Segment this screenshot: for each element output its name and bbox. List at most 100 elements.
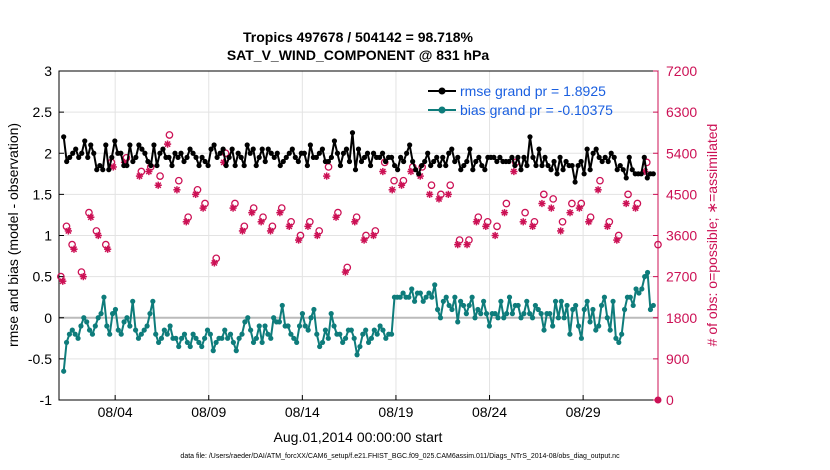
rmse-point xyxy=(548,167,554,173)
count-assimilated-marker xyxy=(397,181,406,189)
bias-point xyxy=(501,315,507,321)
rmse-point xyxy=(425,150,431,156)
rmse-point xyxy=(286,150,292,156)
count-assimilated-marker xyxy=(313,231,321,240)
rmse-point xyxy=(241,162,247,169)
bias-point xyxy=(538,311,544,317)
rmse-point xyxy=(172,150,178,156)
bias-point xyxy=(564,302,570,309)
bias-point xyxy=(144,323,150,329)
rmse-point xyxy=(533,162,539,169)
bias-point xyxy=(311,306,317,313)
rmse-point xyxy=(407,142,413,148)
bias-point xyxy=(639,286,645,292)
count-assimilated-stroke xyxy=(482,223,489,230)
bias-point xyxy=(642,274,648,280)
rmse-point xyxy=(497,154,503,160)
rmse-point xyxy=(238,154,244,160)
count-assimilated-marker xyxy=(566,209,574,217)
bias-point xyxy=(368,335,375,341)
bias-point xyxy=(604,315,610,321)
bias-point xyxy=(567,331,573,337)
bias-point xyxy=(478,311,484,317)
rmse-point xyxy=(515,154,521,160)
bias-point xyxy=(342,335,349,341)
rmse-point xyxy=(88,142,94,148)
legend: rmse grand pr = 1.8925 bias grand pr = -… xyxy=(428,83,613,118)
bias-point xyxy=(504,311,510,317)
count-assimilated-stroke xyxy=(379,168,386,175)
rmse-point xyxy=(340,150,347,156)
rmse-point xyxy=(253,162,259,169)
count-assimilated-marker xyxy=(266,227,275,235)
bias-point xyxy=(207,331,213,337)
count-assimilated-stroke xyxy=(59,278,66,285)
bias-point xyxy=(204,327,211,333)
rmse-point xyxy=(70,150,76,156)
y-left-tick-label: 0.5 xyxy=(33,269,53,285)
bias-point xyxy=(406,294,412,300)
rmse-point xyxy=(82,138,88,144)
rmse-point xyxy=(76,154,82,160)
rmse-point xyxy=(277,162,283,169)
rmse-point xyxy=(572,179,578,185)
bias-point xyxy=(610,298,616,304)
count-assimilated-marker xyxy=(238,227,247,235)
bias-point xyxy=(340,339,346,346)
rmse-point xyxy=(217,150,223,156)
rmse-point xyxy=(262,158,268,165)
count-assimilated-stroke xyxy=(510,168,517,175)
bias-point xyxy=(351,335,357,341)
count-assimilated-stroke xyxy=(95,232,102,239)
count-assimilated-marker xyxy=(557,227,565,235)
count-assimilated-stroke xyxy=(473,218,480,225)
bias-point xyxy=(322,327,329,333)
count-assimilated-marker xyxy=(351,218,359,226)
rmse-point xyxy=(247,150,253,156)
bias-point xyxy=(225,335,231,341)
rmse-point xyxy=(343,146,350,152)
x-tick-label: 08/29 xyxy=(566,404,601,420)
bias-point xyxy=(423,294,429,300)
rmse-point xyxy=(91,150,97,156)
bias-point xyxy=(383,335,389,341)
count-assimilated-stroke xyxy=(548,204,555,212)
bias-point xyxy=(121,319,127,325)
rmse-point xyxy=(398,154,404,160)
bias-point xyxy=(81,315,87,321)
bias-point xyxy=(95,315,101,321)
bias-point xyxy=(256,323,262,329)
count-assimilated-marker xyxy=(87,213,95,221)
count-assimilated-marker xyxy=(369,231,378,240)
count-possible-marker xyxy=(558,217,567,226)
bias-point xyxy=(184,339,190,346)
bias-point xyxy=(193,335,199,341)
y-right-tick-label: 3600 xyxy=(666,228,697,244)
rmse-point xyxy=(157,150,163,156)
bias-point xyxy=(135,335,142,341)
bias-point xyxy=(259,339,265,346)
rmse-point xyxy=(509,154,515,160)
y-left-tick-label: 0 xyxy=(44,310,52,326)
rmse-point xyxy=(464,158,470,165)
count-assimilated-stroke xyxy=(426,191,433,198)
x-tick-label: 08/04 xyxy=(98,404,133,420)
bias-point xyxy=(279,302,285,309)
count-possible-marker xyxy=(446,181,455,190)
bias-point xyxy=(268,335,274,341)
rmse-point xyxy=(584,146,590,152)
bias-series xyxy=(61,269,656,374)
bias-point xyxy=(222,327,228,333)
rmse-point xyxy=(590,150,596,156)
rmse-point xyxy=(581,171,587,177)
count-assimilated-stroke xyxy=(314,232,321,239)
bias-point xyxy=(179,335,185,341)
legend-rmse-label: rmse grand pr = 1.8925 xyxy=(460,83,606,99)
bias-point xyxy=(164,331,170,337)
rmse-point xyxy=(404,150,410,156)
count-possible-marker xyxy=(521,208,529,217)
rmse-point xyxy=(364,150,371,156)
bias-point xyxy=(276,319,283,325)
count-assimilated-marker xyxy=(64,227,72,235)
rmse-point xyxy=(494,158,500,165)
